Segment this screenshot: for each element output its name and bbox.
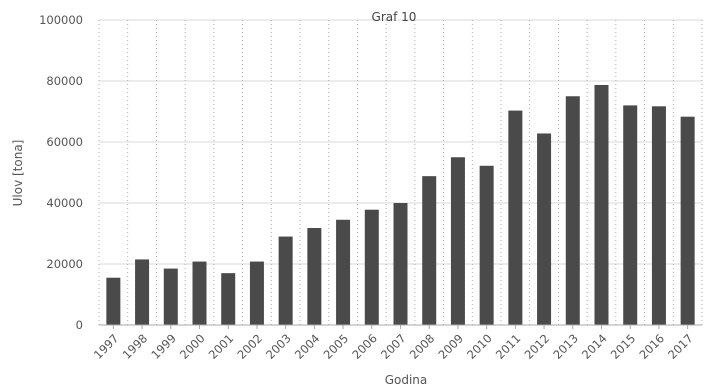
x-tick-label: 1997 [91,331,122,362]
y-tick-label: 80000 [46,74,83,88]
x-tick-label: 2001 [206,331,237,362]
bar-2010 [479,165,494,325]
bar-2013 [565,96,580,325]
y-tick-label: 100000 [39,13,83,27]
bar-2003 [278,236,293,325]
bar-2012 [537,133,552,325]
x-tick-label: 1999 [148,331,179,362]
bar-2015 [623,105,638,326]
y-axis-title: Ulov [tona] [11,140,25,207]
x-tick-label: 2013 [550,331,581,362]
x-tick-label: 2011 [493,331,524,362]
x-tick-label: 2015 [608,331,639,362]
bar-2005 [336,219,351,325]
chart-title: Graf 10 [372,10,417,24]
x-tick-label: 2012 [522,331,553,362]
x-tick-label: 2008 [407,331,438,362]
y-axis-ticks: 0 20000 40000 60000 80000 100000 [39,13,83,332]
bar-2014 [594,84,609,325]
bar-2000 [192,261,207,325]
x-tick-label: 2002 [234,331,265,362]
bar-2008 [422,176,437,325]
bar-1998 [135,259,150,325]
x-axis-ticks: 1997199819992000200120022003200420052006… [91,325,696,362]
bar-2006 [364,209,379,325]
x-tick-label: 2014 [579,331,610,362]
bar-2016 [651,106,666,325]
y-tick-label: 60000 [46,135,83,149]
x-axis-title: Godina [385,373,428,387]
x-tick-label: 2017 [665,331,696,362]
bar-series [106,84,695,326]
x-tick-label: 2005 [321,331,352,362]
y-tick-label: 0 [76,318,83,332]
x-tick-label: 2009 [435,331,466,362]
x-tick-label: 2016 [636,331,667,362]
bar-2011 [508,110,523,326]
y-tick-label: 40000 [46,196,83,210]
bar-2001 [221,273,236,325]
bar-2007 [393,203,408,325]
x-tick-label: 2007 [378,331,409,362]
x-tick-label: 2006 [349,331,380,362]
x-tick-label: 2000 [177,331,208,362]
x-tick-label: 2010 [464,331,495,362]
bar-2017 [680,116,695,325]
x-tick-label: 2004 [292,331,323,362]
bar-2004 [307,228,322,325]
bar-1997 [106,277,121,325]
x-tick-label: 1998 [120,331,151,362]
x-tick-label: 2003 [263,331,294,362]
y-tick-label: 20000 [46,257,83,271]
vertical-gridlines [98,20,703,325]
bar-2002 [249,261,264,325]
bar-2009 [450,157,465,325]
bar-1999 [163,268,178,325]
